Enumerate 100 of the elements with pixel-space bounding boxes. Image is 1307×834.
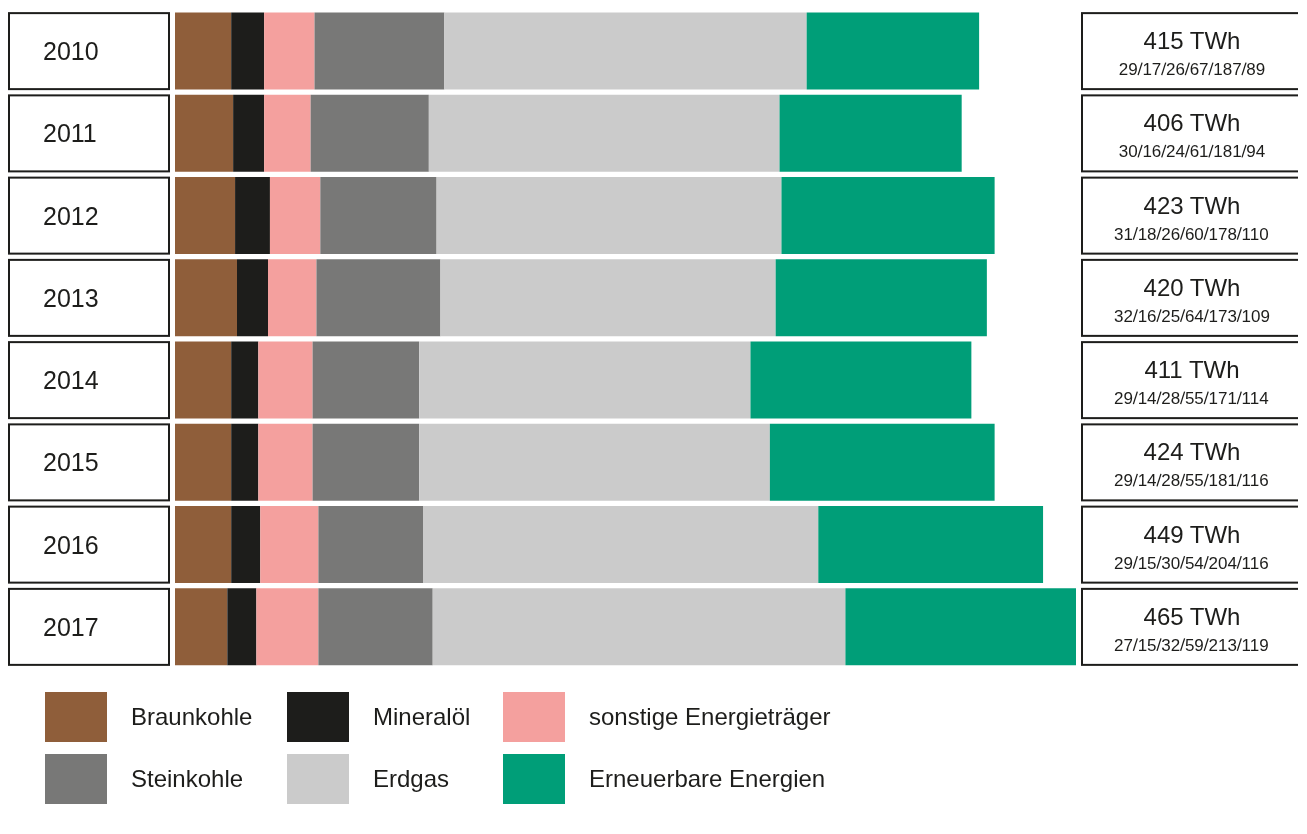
data-label: 15 (1137, 553, 1157, 573)
text: 411 TWh (1144, 356, 1240, 384)
legend-label: Erneuerbare Energien (589, 765, 826, 793)
bar (845, 588, 1076, 666)
text: 420 TWh (1143, 273, 1241, 301)
data-label: 18 (1137, 224, 1157, 244)
data-label: 55 (1184, 389, 1204, 409)
y-tick-label: 2014 (43, 366, 99, 395)
data-label: 61 (1189, 142, 1209, 162)
bar (237, 259, 269, 337)
data-label: 26 (1166, 60, 1185, 80)
data-label: 15 (1137, 635, 1157, 655)
bar (175, 588, 228, 666)
data-label: 32 (1114, 306, 1133, 326)
data-label: 181 (1208, 471, 1237, 491)
data-label: 54 (1184, 553, 1204, 573)
bar (269, 176, 321, 254)
bar (175, 505, 232, 583)
data-label: 67 (1189, 60, 1209, 80)
bar (432, 588, 846, 666)
data-label: 30 (1118, 142, 1138, 162)
data-label: 173 (1208, 306, 1237, 326)
bar (235, 176, 270, 254)
data-label: 16 (1142, 142, 1162, 162)
bar (231, 12, 265, 90)
bar (258, 341, 313, 419)
bar (423, 505, 819, 583)
data-label: 29 (1114, 553, 1133, 573)
data-label: 16 (1137, 306, 1157, 326)
data-label: 94 (1246, 142, 1266, 162)
y-tick-label: 2010 (43, 37, 99, 66)
bar (231, 423, 259, 501)
bar (175, 94, 234, 172)
data-label: 27 (1114, 635, 1133, 655)
data-label: 29 (1118, 60, 1138, 80)
data-label: 181 (1213, 142, 1242, 162)
data-label: 60 (1184, 224, 1204, 244)
bar (436, 176, 782, 254)
bar (233, 94, 265, 172)
data-label: 29 (1114, 471, 1133, 491)
bar (775, 259, 987, 337)
bar (260, 505, 319, 583)
bar (231, 505, 261, 583)
bar (175, 176, 236, 254)
data-label: 110 (1241, 224, 1269, 244)
bar (310, 94, 429, 172)
legend-label: Mineralöl (373, 703, 471, 731)
bar (175, 12, 232, 90)
data-label: 171 (1208, 389, 1237, 409)
bar (175, 423, 232, 501)
y-tick-label: 2012 (43, 201, 99, 230)
bar (227, 588, 257, 666)
data-label: 109 (1241, 306, 1270, 326)
bar (231, 341, 259, 419)
bar (258, 423, 313, 501)
text: 406 TWh (1143, 109, 1241, 137)
bar (444, 12, 807, 90)
data-label: 114 (1241, 389, 1269, 409)
text: 423 TWh (1143, 191, 1241, 219)
data-label: 32 (1161, 635, 1181, 655)
bar (312, 423, 420, 501)
bar (256, 588, 319, 666)
bar (818, 505, 1044, 583)
legend-label: Braunkohle (131, 703, 253, 731)
y-tick-label: 2011 (43, 119, 97, 148)
bar (318, 588, 433, 666)
bar (419, 341, 751, 419)
data-label: 59 (1184, 635, 1204, 655)
bar (318, 505, 424, 583)
bar (175, 341, 232, 419)
legend-label: sonstige Energieträger (589, 703, 831, 731)
data-label: 116 (1241, 471, 1269, 491)
data-label: 14 (1137, 389, 1157, 409)
bar (419, 423, 770, 501)
data-label: 187 (1213, 60, 1242, 80)
bar (316, 259, 441, 337)
text: 465 TWh (1143, 602, 1241, 630)
data-label: 28 (1161, 389, 1181, 409)
data-label: 29 (1114, 389, 1133, 409)
data-label: 17 (1142, 60, 1162, 80)
data-label: 178 (1208, 224, 1237, 244)
text: 424 TWh (1143, 438, 1241, 466)
data-label: 64 (1184, 306, 1204, 326)
bar (781, 176, 995, 254)
bar (264, 12, 315, 90)
text: 415 TWh (1143, 27, 1241, 55)
data-label: 31 (1114, 224, 1133, 244)
data-label: 204 (1208, 553, 1237, 573)
y-tick-label: 2017 (43, 612, 99, 641)
data-label: 28 (1161, 471, 1181, 491)
data-label: 14 (1137, 471, 1157, 491)
bar (769, 423, 995, 501)
bar (750, 341, 972, 419)
text: 449 TWh (1143, 520, 1241, 548)
data-label: 119 (1241, 635, 1269, 655)
y-tick-label: 2016 (43, 530, 99, 559)
data-label: 116 (1241, 553, 1269, 573)
bar (779, 94, 962, 172)
data-label: 26 (1161, 224, 1181, 244)
data-label: 55 (1184, 471, 1204, 491)
